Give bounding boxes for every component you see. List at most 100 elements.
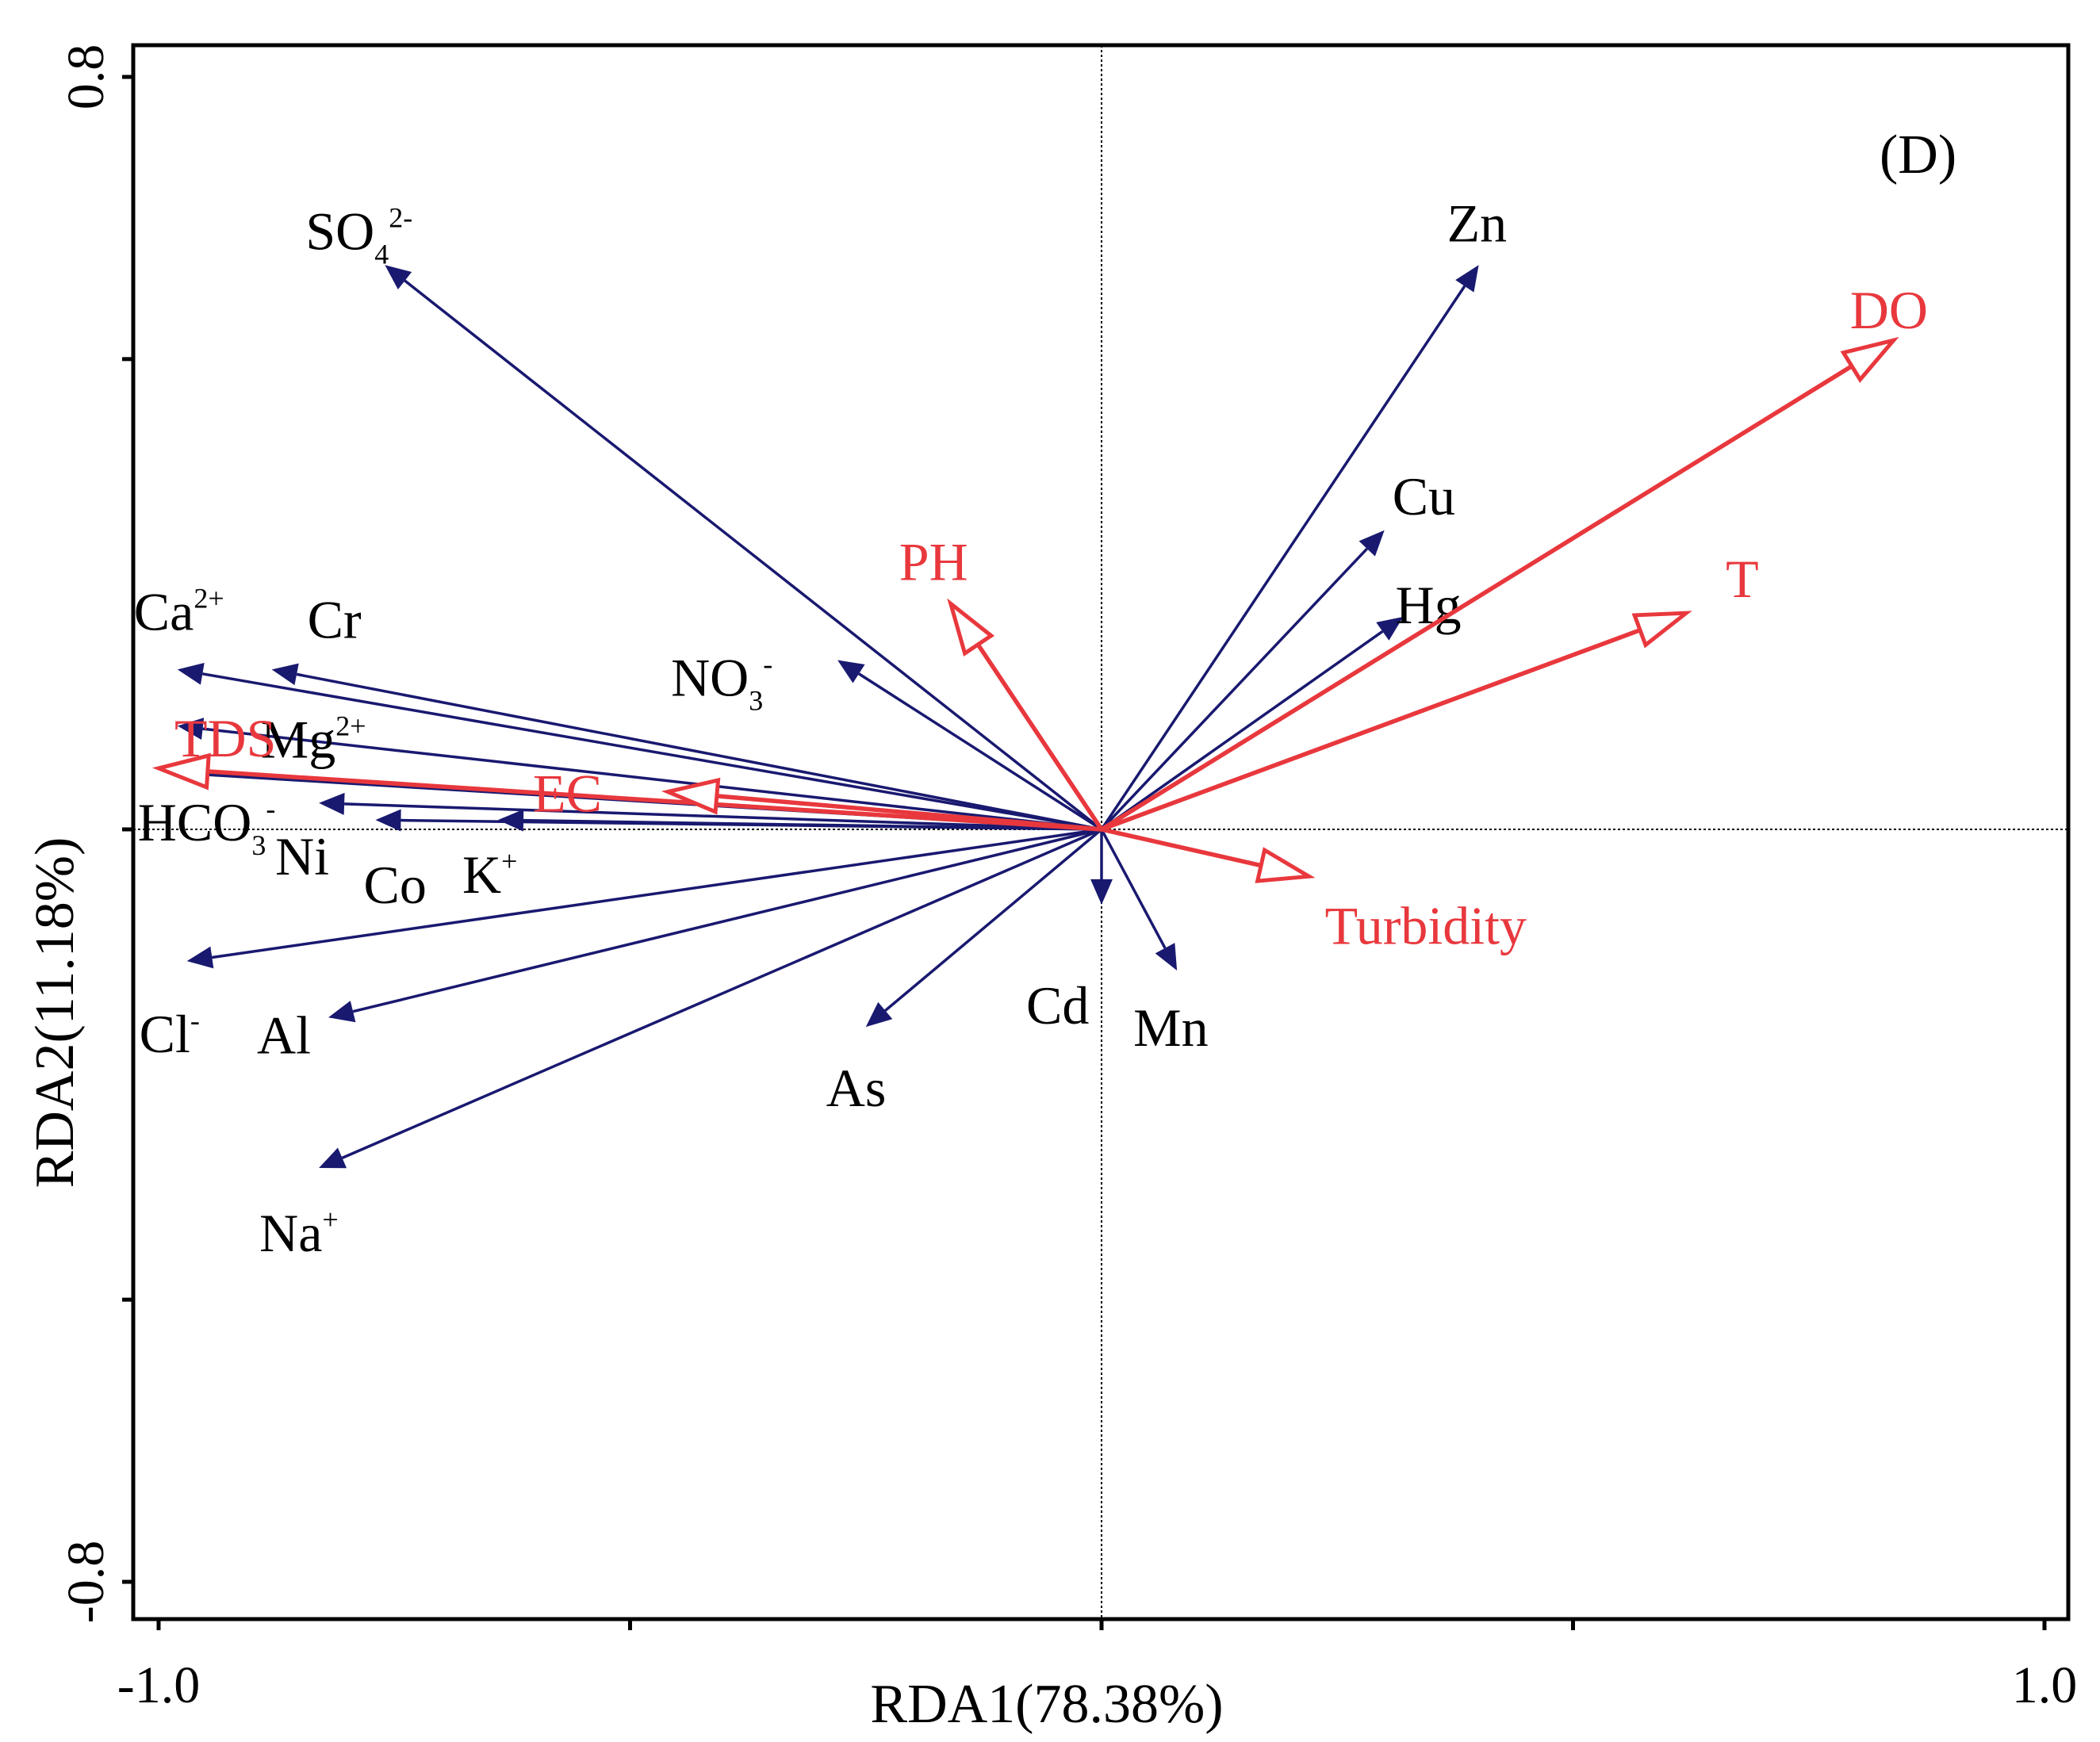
response-label-main: SO [305,201,374,261]
response-vector-head-cu [1358,530,1385,557]
response-vector-head-so4 [385,265,412,290]
response-vector-head-na [319,1147,347,1169]
response-label-sup: - [190,1005,200,1036]
response-label-main: HCO [138,792,252,852]
response-label-k: K+ [462,844,517,905]
response-label-main: Cl [140,1004,190,1064]
response-label-main: Ni [275,826,329,886]
response-vector-line-zn [1100,285,1466,830]
response-vector-line-as [884,828,1103,1012]
response-vector-head-cl [186,946,214,969]
y-tick-label: 0.8 [57,44,115,110]
explanatory-vector-head-do [1840,336,1899,383]
response-vector-head-as [865,1001,893,1028]
response-vector-head-cd [1090,879,1113,905]
response-label-ni: Ni [275,826,329,886]
response-vector-head-hg [1376,616,1404,641]
response-label-sub: 3 [749,684,763,716]
response-vector-line-al [352,828,1102,1013]
response-vector-line-mg [202,727,1102,831]
response-label-sup: - [266,793,275,825]
response-vector-head-co [375,809,401,832]
response-label-sup: - [763,648,772,680]
response-vector-head-cr [271,663,299,686]
explanatory-vector-line-turbidity [1101,827,1262,868]
response-label-main: Mg [261,710,335,770]
response-vector-line-mn [1100,829,1167,949]
response-label-main: K [462,844,501,905]
panel-label: (D) [1880,124,1956,186]
response-vector-line-cu [1100,547,1368,831]
response-label-mn: Mn [1133,997,1208,1058]
response-vector-head-al [328,1001,356,1023]
explanatory-vector-line-ec [716,794,1102,832]
response-label-so4: SO42- [305,201,412,270]
response-label-hg: Hg [1395,575,1461,635]
response-label-main: Co [363,855,426,915]
response-vector-head-ca [177,662,205,685]
explanatory-label-turbidity: Turbidity [1325,895,1527,955]
response-label-main: Al [257,1005,311,1065]
response-label-main: Na [259,1203,322,1263]
response-label-hco3: HCO3- [138,792,276,861]
y-axis-label: RDA2(11.18%) [25,837,86,1189]
response-label-main: NO [671,647,749,707]
explanatory-vector-head-turbidity [1255,847,1316,883]
response-vector-head-no3 [837,660,865,683]
response-label-co: Co [363,855,426,915]
response-label-sup: 2- [389,201,412,233]
response-label-al: Al [257,1005,311,1065]
response-label-main: As [826,1058,887,1118]
response-label-main: Ca [134,581,194,641]
explanatory-label-ec: EC [533,764,602,824]
response-label-sup: + [322,1204,338,1235]
explanatory-vector-head-t [1631,611,1692,649]
x-axis-label: RDA1(78.38%) [870,1674,1223,1735]
response-label-na: Na+ [259,1203,339,1263]
response-vector-head-ni [319,792,345,815]
response-label-cl: Cl- [140,1004,200,1064]
response-label-main: Cr [308,589,362,649]
response-label-mg: Mg2+ [261,710,366,770]
response-label-no3: NO3- [671,647,772,716]
response-label-ca: Ca2+ [134,581,224,641]
explanatory-vector-line-tds [207,769,1102,832]
response-label-main: Mn [1133,997,1208,1058]
response-label-sup: + [501,845,517,877]
response-label-zn: Zn [1447,193,1508,253]
response-label-cu: Cu [1393,466,1455,526]
explanatory-vector-line-t [1101,628,1641,832]
response-label-main: Hg [1395,575,1461,635]
explanatory-vector-head-ph [947,598,995,657]
response-vector-line-k [523,818,1102,831]
response-label-cr: Cr [308,589,362,649]
response-vector-line-cr [296,672,1102,831]
response-vector-head-k [498,809,524,832]
response-label-sub: 4 [374,238,389,270]
response-vector-head-mn [1155,943,1178,971]
response-label-as: As [826,1058,887,1118]
explanatory-label-ph: PH [899,531,968,592]
explanatory-vector-line-do [1100,364,1853,832]
response-label-cd: Cd [1026,975,1089,1036]
response-vector-line-so4 [404,279,1103,831]
explanatory-label-t: T [1726,549,1759,609]
response-vector-head-zn [1455,265,1479,293]
explanatory-label-do: DO [1850,280,1928,340]
x-tick-label: 1.0 [2012,1656,2078,1714]
response-vector-line-ni [344,802,1102,831]
explanatory-vector-head-ec [661,777,721,815]
response-vector-line-cl [212,828,1102,959]
explanatory-vector-line-ph [975,643,1104,831]
explanatory-vector-head-tds [151,752,211,791]
response-label-sup: 2+ [194,582,224,614]
response-label-main: Cd [1026,975,1089,1036]
response-vector-head-mg [177,718,205,740]
x-tick-label: -1.0 [117,1656,200,1714]
response-vector-line-na [341,828,1102,1159]
response-label-main: Cu [1393,466,1455,526]
y-tick-label: -0.8 [57,1541,115,1623]
response-label-main: Zn [1447,193,1508,253]
response-vector-line-hg [1100,630,1384,831]
